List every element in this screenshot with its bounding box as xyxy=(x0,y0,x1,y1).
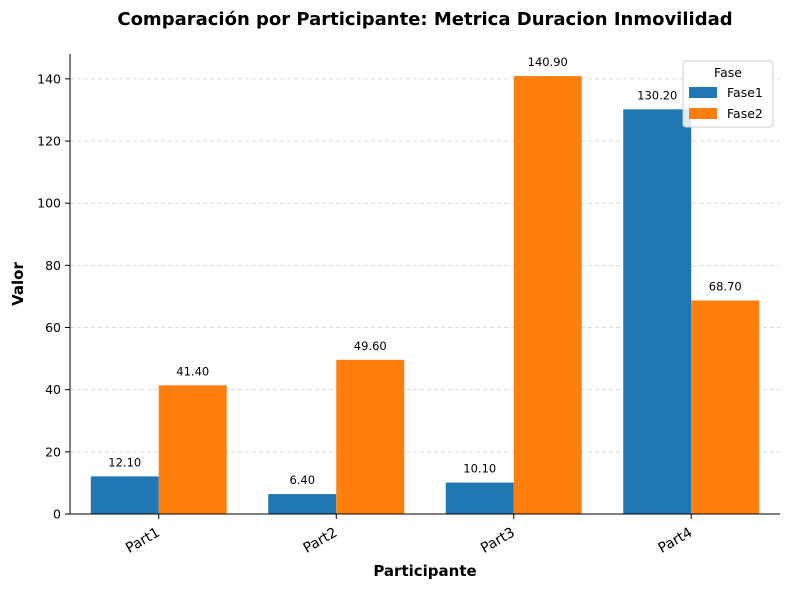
bar-fase1-part2 xyxy=(268,494,337,514)
bar-value-label: 12.10 xyxy=(108,455,141,469)
bar-fase2-part2 xyxy=(336,359,405,514)
chart-title: Comparación por Participante: Metrica Du… xyxy=(117,9,732,30)
bar-fase2-part4 xyxy=(691,300,760,514)
bar-value-labels: 12.10 41.40 6.40 49.60 10.10 140.90 130.20 68.7… xyxy=(108,55,741,487)
x-tick-label: Part4 xyxy=(656,525,696,557)
y-tick-label: 20 xyxy=(45,444,61,459)
bar-value-label: 6.40 xyxy=(289,473,315,487)
y-tick-label: 80 xyxy=(45,258,61,273)
y-tick-label: 140 xyxy=(37,71,61,86)
bar-fase1-part1 xyxy=(90,476,159,514)
bars xyxy=(90,76,760,514)
bar-value-label: 41.40 xyxy=(176,364,209,378)
bar-value-label: 140.90 xyxy=(528,55,568,69)
legend-title: Fase xyxy=(714,65,742,80)
y-axis-label: Valor xyxy=(9,262,27,306)
bar-value-label: 49.60 xyxy=(354,339,387,353)
bar-value-label: 130.20 xyxy=(637,88,677,102)
bar-fase1-part4 xyxy=(623,109,692,514)
bar-fase2-part1 xyxy=(158,385,227,514)
y-tick-label: 60 xyxy=(45,320,61,335)
axes xyxy=(69,54,780,515)
x-tick-label: Part2 xyxy=(301,525,341,557)
y-axis-ticks: 0 20 40 60 80 100 120 140 xyxy=(37,71,70,522)
y-tick-label: 40 xyxy=(45,382,61,397)
legend-label-fase2: Fase2 xyxy=(727,106,763,121)
y-tick-label: 120 xyxy=(37,134,61,149)
bar-fase2-part3 xyxy=(513,76,582,514)
bar-value-label: 68.70 xyxy=(709,279,742,293)
x-tick-label: Part1 xyxy=(123,525,163,557)
y-tick-label: 0 xyxy=(53,507,61,522)
bar-value-label: 10.10 xyxy=(463,462,496,476)
x-axis-ticks: Part1 Part2 Part3 Part4 xyxy=(123,514,695,557)
legend: Fase Fase1 Fase2 xyxy=(682,60,774,128)
x-axis-label: Participante xyxy=(373,562,476,580)
legend-swatch-fase1 xyxy=(689,87,717,98)
legend-swatch-fase2 xyxy=(689,108,717,119)
y-tick-label: 100 xyxy=(37,196,61,211)
x-tick-label: Part3 xyxy=(478,525,518,557)
bar-fase1-part3 xyxy=(445,482,514,514)
legend-label-fase1: Fase1 xyxy=(727,85,763,100)
